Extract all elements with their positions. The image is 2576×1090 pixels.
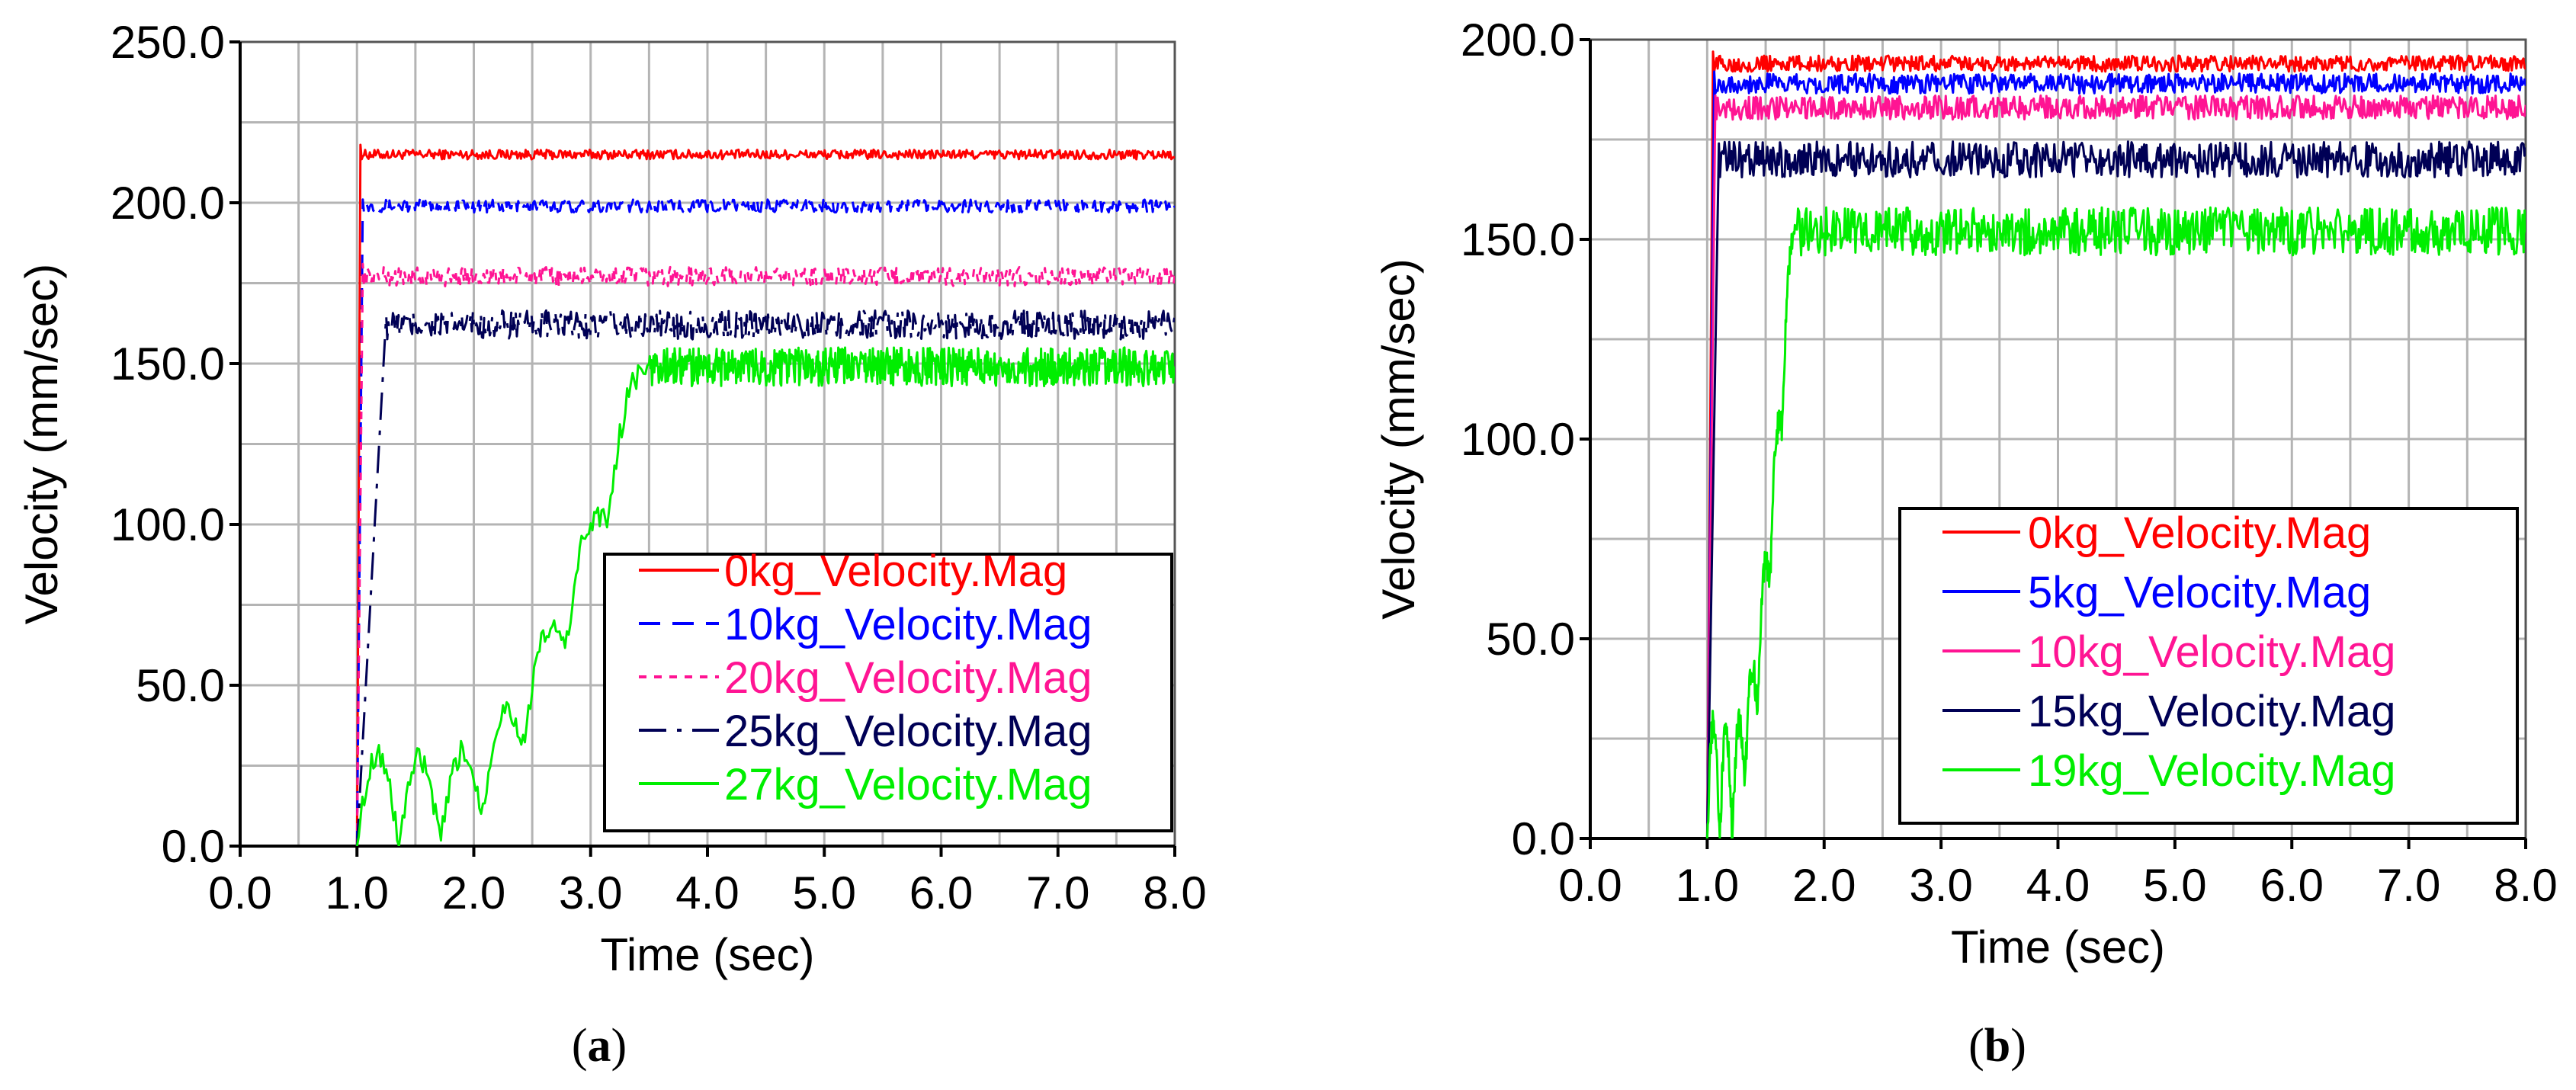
- x-tick-label: 0.0: [1558, 860, 1622, 911]
- series-line-15kg: [1705, 140, 2526, 838]
- legend-label: 10kg_Velocity.Mag: [724, 600, 1092, 649]
- caption-letter: a: [588, 1020, 611, 1072]
- legend-label: 15kg_Velocity.Mag: [2028, 687, 2396, 736]
- legend: 0kg_Velocity.Mag10kg_Velocity.Mag20kg_Ve…: [603, 547, 1173, 832]
- panel-caption: (a): [572, 1020, 627, 1072]
- series-line-27kg: [355, 346, 1175, 846]
- x-tick-label: 7.0: [2377, 860, 2440, 911]
- series-line-0kg: [1705, 50, 2526, 838]
- caption-close-paren: ): [611, 1020, 627, 1072]
- x-tick-label: 8.0: [2494, 860, 2557, 911]
- x-tick-label: 8.0: [1143, 867, 1206, 918]
- y-tick-label: 100.0: [111, 499, 225, 550]
- series-group: [355, 143, 1175, 846]
- y-axis-label: Velocity (mm/sec): [16, 264, 67, 624]
- x-tick-label: 1.0: [326, 867, 389, 918]
- chart-panel-a: 0.0 1.0 2.0 3.0 4.0 5.0 6.0 7.0 8.0 0.0 50.0 100.0 1…: [16, 17, 1207, 1072]
- x-tick-label: 6.0: [909, 867, 973, 918]
- x-tick-label: 3.0: [1909, 860, 1972, 911]
- legend-label: 27kg_Velocity.Mag: [724, 760, 1092, 809]
- caption-close-paren: ): [2010, 1020, 2026, 1072]
- y-tick-label: 50.0: [1486, 614, 1575, 665]
- y-tick-label: 200.0: [1461, 14, 1575, 66]
- caption-open-paren: (: [572, 1020, 588, 1072]
- x-tick-label: 2.0: [442, 867, 505, 918]
- legend-label: 5kg_Velocity.Mag: [2028, 568, 2371, 617]
- y-tick-label: 200.0: [111, 178, 225, 229]
- series-line-10kg: [355, 198, 1175, 846]
- x-tick-label: 1.0: [1676, 860, 1739, 911]
- caption-letter: b: [1984, 1020, 2010, 1072]
- legend-label: 10kg_Velocity.Mag: [2028, 627, 2396, 677]
- y-tick-label: 150.0: [1461, 214, 1575, 265]
- x-axis-label: Time (sec): [600, 929, 814, 980]
- series-line-10kg: [1705, 94, 2526, 838]
- series-group: [1705, 50, 2526, 838]
- x-tick-label: 3.0: [559, 867, 622, 918]
- x-tick-label: 5.0: [793, 867, 856, 918]
- x-tick-label: 5.0: [2143, 860, 2206, 911]
- x-tick-label: 7.0: [1026, 867, 1089, 918]
- y-tick-label: 150.0: [111, 338, 225, 390]
- legend-label: 0kg_Velocity.Mag: [2028, 508, 2371, 558]
- y-tick-label: 0.0: [1512, 813, 1575, 864]
- y-tick-label: 250.0: [111, 17, 225, 68]
- x-tick-label: 6.0: [2260, 860, 2324, 911]
- legend-label: 19kg_Velocity.Mag: [2028, 746, 2396, 796]
- series-line-20kg: [355, 262, 1175, 846]
- caption-open-paren: (: [1968, 1020, 1984, 1072]
- legend-label: 20kg_Velocity.Mag: [724, 653, 1092, 703]
- x-tick-label: 4.0: [675, 867, 739, 918]
- y-tick-label: 100.0: [1461, 414, 1575, 465]
- legend-label: 0kg_Velocity.Mag: [724, 547, 1067, 596]
- legend: 0kg_Velocity.Mag 5kg_Velocity.Mag 10kg_Vel…: [1898, 507, 2519, 825]
- series-line-5kg: [1705, 70, 2526, 838]
- y-tick-label: 0.0: [162, 821, 225, 872]
- x-axis-label: Time (sec): [1951, 922, 2165, 973]
- x-tick-label: 4.0: [2026, 860, 2090, 911]
- legend-label: 25kg_Velocity.Mag: [724, 707, 1092, 756]
- y-axis-label: Velocity (mm/sec): [1373, 258, 1424, 619]
- series-line-0kg: [355, 143, 1175, 846]
- x-tick-label: 2.0: [1792, 860, 1856, 911]
- series-line-19kg: [1705, 206, 2526, 838]
- chart-panel-b: 0.0 1.0 2.0 3.0 4.0 5.0 6.0 7.0 8.0 0.0 50.0 100.0 1…: [1373, 14, 2558, 1072]
- x-tick-label: 0.0: [208, 867, 271, 918]
- series-line-25kg: [355, 309, 1175, 846]
- panel-caption: (b): [1968, 1020, 2026, 1072]
- y-tick-label: 50.0: [136, 660, 225, 711]
